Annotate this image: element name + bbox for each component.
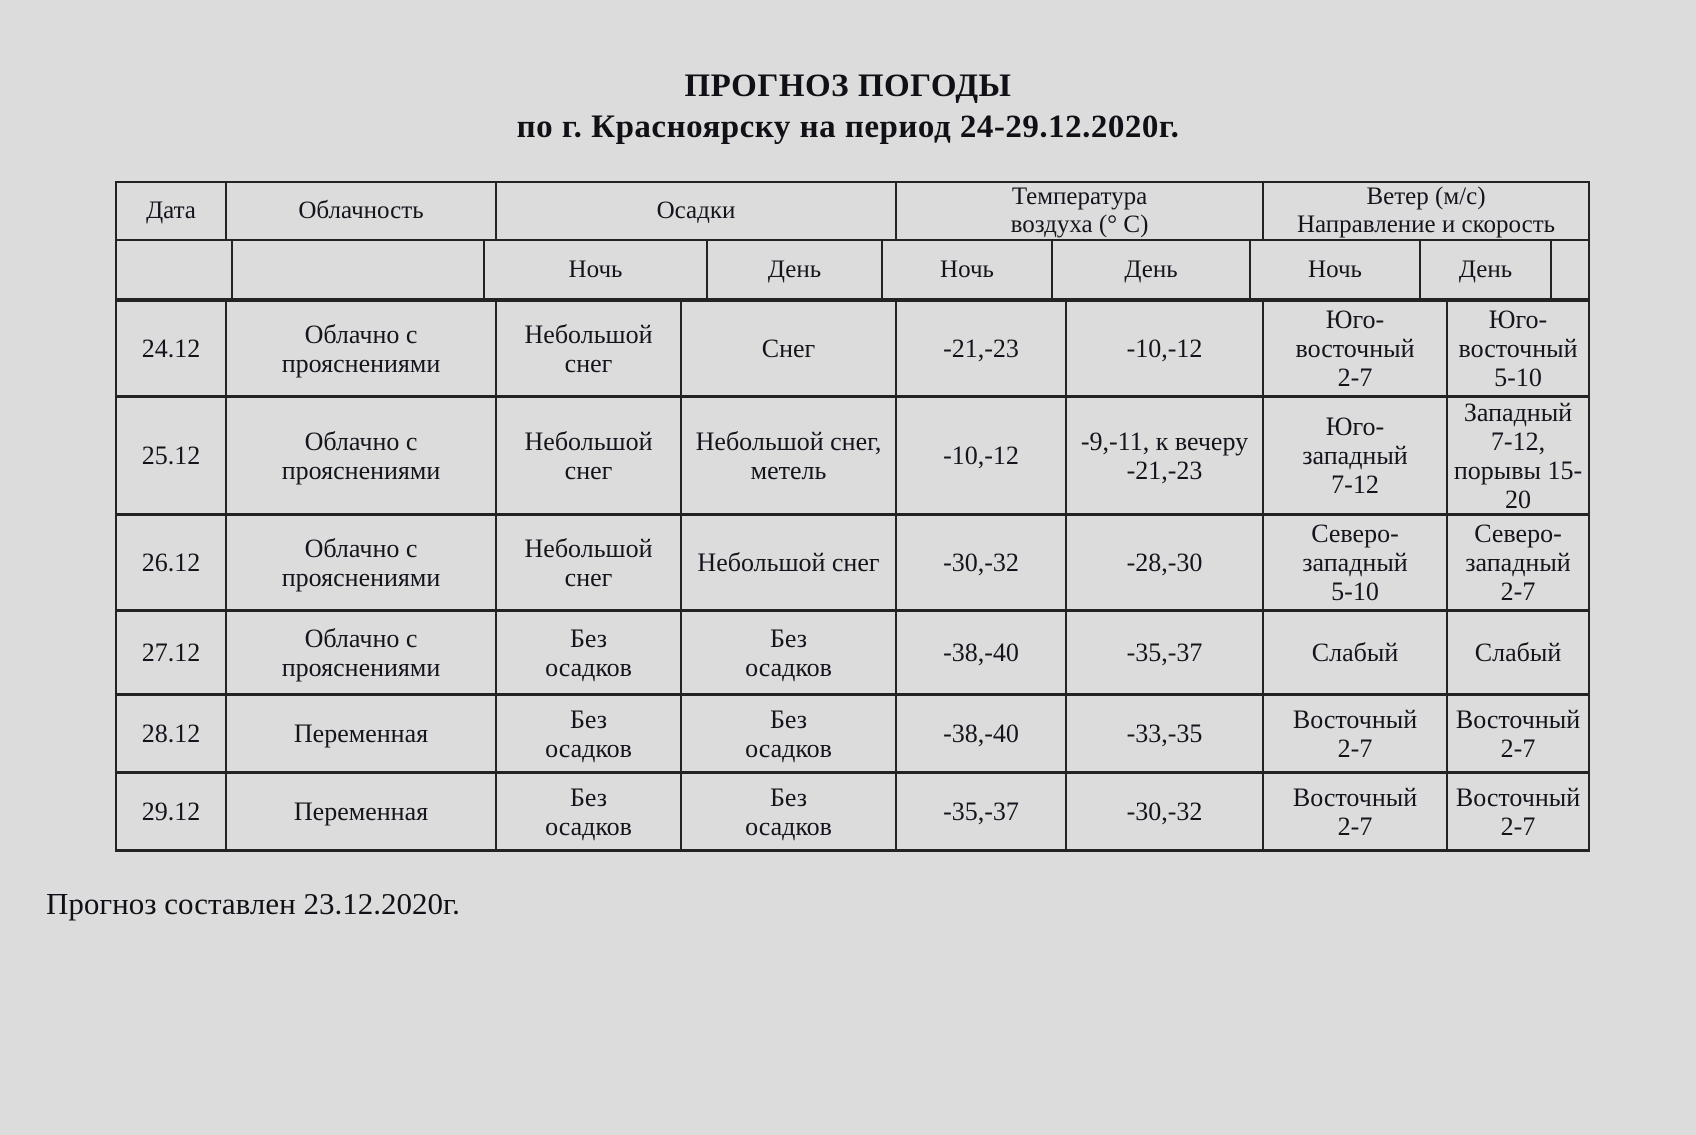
cell-temp-day: -35,-37 (1067, 612, 1264, 693)
col-header-wind: Ветер (м/с) Направление и скорость (1264, 183, 1590, 239)
cell-precip-day: Без осадков (682, 774, 897, 849)
cell-date: 28.12 (117, 696, 227, 771)
cell-temp-day: -9,-11, к вечеру -21,-23 (1067, 398, 1264, 513)
cell-temp-night: -30,-32 (897, 516, 1067, 609)
cell-temp-night: -38,-40 (897, 612, 1067, 693)
title-line-2: по г. Красноярску на период 24-29.12.202… (516, 109, 1180, 145)
cell-temp-day: -28,-30 (1067, 516, 1264, 609)
cell-temp-night: -35,-37 (897, 774, 1067, 849)
cell-precip-day: Небольшой снег, метель (682, 398, 897, 513)
cell-wind-day: Северо- западный 2-7 (1448, 516, 1590, 609)
col-header-cloudiness: Облачность (227, 183, 497, 239)
cell-cloudiness: Переменная (227, 696, 497, 771)
cell-cloudiness: Облачно с прояснениями (227, 398, 497, 513)
table-row: 24.12 Облачно с прояснениями Небольшой с… (117, 302, 1590, 398)
subheader-wind-day: День (1421, 241, 1552, 298)
header-filler-cell (1552, 241, 1590, 298)
cell-wind-night: Восточный 2-7 (1264, 696, 1448, 771)
cell-date: 25.12 (117, 398, 227, 513)
cell-wind-night: Восточный 2-7 (1264, 774, 1448, 849)
subheader-precip-night: Ночь (485, 241, 708, 298)
cell-date: 29.12 (117, 774, 227, 849)
cell-precip-night: Небольшой снег (497, 516, 682, 609)
subheader-precip-day: День (708, 241, 883, 298)
cell-temp-day: -30,-32 (1067, 774, 1264, 849)
cell-cloudiness: Облачно с прояснениями (227, 612, 497, 693)
cell-temp-night: -21,-23 (897, 302, 1067, 395)
cell-temp-day: -33,-35 (1067, 696, 1264, 771)
cell-wind-day: Восточный 2-7 (1448, 774, 1590, 849)
header-row-subcolumns: Ночь День Ночь День Ночь День (117, 241, 1590, 302)
header-spacer-date (117, 241, 233, 298)
cell-wind-night: Северо- западный 5-10 (1264, 516, 1448, 609)
cell-wind-day: Восточный 2-7 (1448, 696, 1590, 771)
cell-precip-day: Снег (682, 302, 897, 395)
cell-temp-night: -38,-40 (897, 696, 1067, 771)
page-title: ПРОГНОЗ ПОГОДЫ по г. Красноярску на пери… (0, 66, 1696, 148)
cell-precip-night: Без осадков (497, 612, 682, 693)
cell-precip-night: Небольшой снег (497, 398, 682, 513)
cell-precip-night: Без осадков (497, 774, 682, 849)
cell-date: 24.12 (117, 302, 227, 395)
table-row: 27.12 Облачно с прояснениями Без осадков… (117, 612, 1590, 696)
cell-precip-day: Без осадков (682, 612, 897, 693)
cell-cloudiness: Переменная (227, 774, 497, 849)
cell-cloudiness: Облачно с прояснениями (227, 302, 497, 395)
cell-precip-night: Небольшой снег (497, 302, 682, 395)
table-row: 28.12 Переменная Без осадков Без осадков… (117, 696, 1590, 774)
table-row: 25.12 Облачно с прояснениями Небольшой с… (117, 398, 1590, 516)
cell-cloudiness: Облачно с прояснениями (227, 516, 497, 609)
cell-wind-day: Слабый (1448, 612, 1590, 693)
col-header-temperature: Температура воздуха (° С) (897, 183, 1264, 239)
cell-precip-day: Небольшой снег (682, 516, 897, 609)
subheader-wind-night: Ночь (1251, 241, 1421, 298)
forecast-issued-note: Прогноз составлен 23.12.2020г. (46, 886, 460, 921)
cell-date: 26.12 (117, 516, 227, 609)
header-spacer-cloudiness (233, 241, 485, 298)
cell-wind-night: Юго- восточный 2-7 (1264, 302, 1448, 395)
cell-date: 27.12 (117, 612, 227, 693)
cell-temp-day: -10,-12 (1067, 302, 1264, 395)
title-line-1: ПРОГНОЗ ПОГОДЫ (684, 68, 1012, 104)
subheader-temp-night: Ночь (883, 241, 1053, 298)
cell-temp-night: -10,-12 (897, 398, 1067, 513)
cell-precip-night: Без осадков (497, 696, 682, 771)
subheader-temp-day: День (1053, 241, 1251, 298)
cell-precip-day: Без осадков (682, 696, 897, 771)
cell-wind-night: Слабый (1264, 612, 1448, 693)
cell-wind-day: Юго- восточный 5-10 (1448, 302, 1590, 395)
cell-wind-day: Западный 7-12, порывы 15- 20 (1448, 398, 1590, 513)
header-row-groups: Дата Облачность Осадки Температура возду… (117, 183, 1590, 241)
table-row: 26.12 Облачно с прояснениями Небольшой с… (117, 516, 1590, 612)
col-header-precipitation: Осадки (497, 183, 897, 239)
forecast-table: Дата Облачность Осадки Температура возду… (115, 181, 1590, 852)
col-header-date: Дата (117, 183, 227, 239)
table-row: 29.12 Переменная Без осадков Без осадков… (117, 774, 1590, 852)
cell-wind-night: Юго- западный 7-12 (1264, 398, 1448, 513)
